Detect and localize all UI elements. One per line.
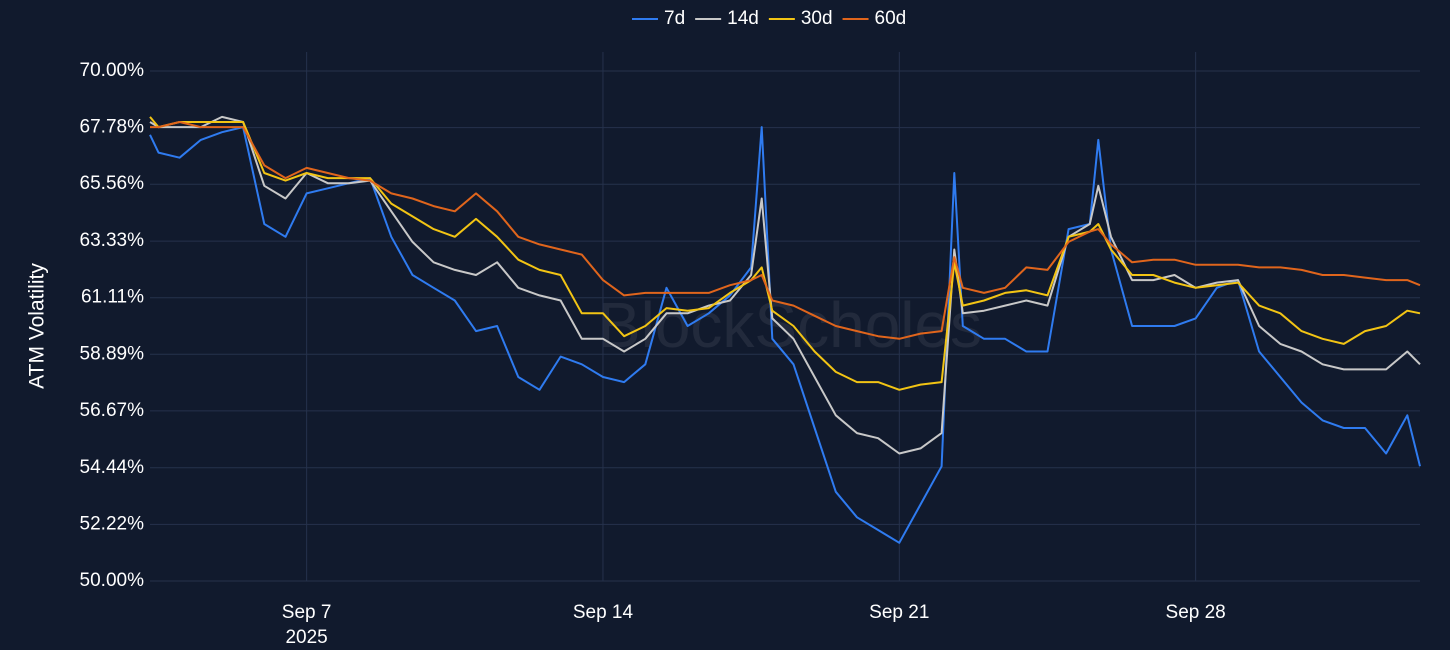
x-tick-year: 2025 [285, 627, 327, 648]
y-axis-title: ATM Volatility [26, 263, 49, 389]
x-tick-label: Sep 21 [869, 602, 929, 623]
y-tick-label: 52.22% [80, 513, 145, 534]
y-tick-label: 56.67% [80, 400, 145, 421]
legend-label: 14d [727, 8, 759, 29]
y-tick-label: 54.44% [80, 457, 145, 478]
y-tick-label: 50.00% [80, 570, 145, 591]
x-tick-label: Sep 14 [573, 602, 634, 623]
series-line [149, 116, 1421, 391]
y-tick-label: 65.56% [80, 173, 145, 194]
x-tick-label: Sep 7 [282, 602, 332, 623]
legend-label: 7d [664, 8, 685, 29]
y-tick-label: 67.78% [80, 117, 145, 138]
series-line [150, 121, 1421, 340]
y-tick-label: 58.89% [80, 343, 145, 364]
x-tick-label: Sep 28 [1166, 602, 1226, 623]
y-tick-label: 70.00% [80, 60, 145, 81]
y-tick-label: 61.11% [81, 287, 144, 308]
legend-label: 60d [875, 8, 907, 29]
y-tick-label: 63.33% [80, 230, 145, 251]
legend-label: 30d [801, 8, 833, 29]
